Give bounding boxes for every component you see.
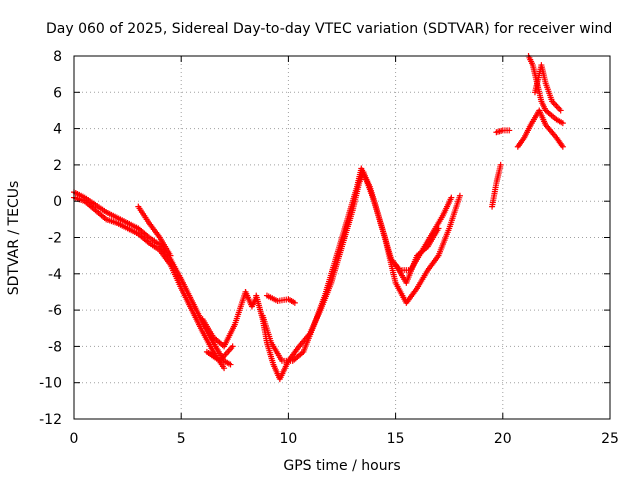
y-tick-label: 8 [53,49,62,65]
y-tick-label: 2 [53,158,62,174]
y-tick-label: -4 [48,267,62,283]
y-tick-label: -6 [48,303,62,319]
data-points [71,53,566,383]
series-track-3 [135,203,174,259]
y-tick-label: -12 [39,412,62,428]
series-track-5 [203,343,236,364]
y-tick-label: 6 [53,85,62,101]
series-track-10 [392,225,442,286]
axis-ticks: 0 5 10 15 20 25 -12 -10 -8 -6 -4 -2 0 2 4 6 8 [39,49,619,447]
series-track-9 [259,165,455,364]
data-point [559,120,566,127]
x-tick-label: 5 [177,431,186,447]
series-track-13 [514,107,566,150]
data-point [227,361,234,368]
data-point [559,143,566,150]
data-point [557,107,564,114]
grid-lines [74,56,610,419]
series-track-11 [493,127,513,136]
series-track-14 [525,53,566,127]
x-tick-label: 25 [601,431,619,447]
data-point [229,343,236,350]
x-axis-label: GPS time / hours [283,458,400,474]
series-track-2 [71,189,234,368]
series-track-8 [263,292,298,306]
data-point [448,194,455,201]
y-tick-label: -2 [48,231,62,247]
y-tick-label: 0 [53,194,62,210]
data-point [506,127,513,134]
data-point [456,192,463,199]
series-track-15 [531,62,564,114]
x-tick-label: 20 [494,431,512,447]
data-point [167,252,174,259]
x-tick-label: 0 [70,431,79,447]
y-tick-label: -8 [48,339,62,355]
x-tick-label: 10 [279,431,297,447]
data-point [291,299,298,306]
y-tick-label: 4 [53,122,62,138]
y-tick-label: -10 [39,376,62,392]
data-point [435,225,442,232]
series-track-4 [199,288,249,350]
data-point [221,365,228,372]
chart-title: Day 060 of 2025, Sidereal Day-to-day VTE… [46,21,612,37]
series-track-12 [489,161,504,210]
data-point [497,161,504,168]
y-axis-label: SDTVAR / TECUs [6,181,22,296]
x-tick-label: 15 [387,431,405,447]
